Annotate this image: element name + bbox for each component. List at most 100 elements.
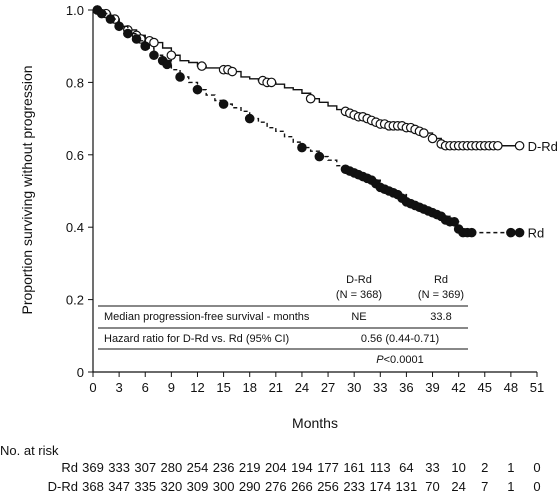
at-risk-count: 1	[507, 479, 514, 494]
censor-mark-rd	[192, 84, 203, 95]
series-end-label-d-rd: D-Rd	[528, 139, 557, 154]
at-risk-title: No. at risk	[0, 443, 59, 458]
censor-mark-d-rd	[197, 61, 207, 71]
censor-mark-d-rd	[419, 128, 429, 138]
x-tick-label: 45	[478, 380, 492, 395]
at-risk-count: 236	[213, 460, 235, 475]
at-risk-count: 177	[317, 460, 339, 475]
censor-mark-rd	[96, 8, 107, 19]
y-tick-label: 0.4	[66, 220, 84, 235]
x-tick-label: 12	[190, 380, 204, 395]
censor-mark-d-rd	[166, 50, 177, 61]
x-tick-label: 6	[142, 380, 149, 395]
inset-row1-rd: 33.8	[430, 311, 451, 323]
censor-mark-rd	[514, 227, 525, 238]
at-risk-count: 307	[134, 460, 156, 475]
censor-mark-d-rd	[514, 140, 525, 151]
x-tick-label: 30	[347, 380, 361, 395]
at-risk-count: 194	[291, 460, 313, 475]
at-risk-count: 10	[451, 460, 465, 475]
at-risk-count: 254	[187, 460, 209, 475]
at-risk-count: 320	[161, 479, 183, 494]
censor-mark-rd	[218, 99, 229, 109]
censor-mark-rd	[162, 59, 172, 70]
inset-row1-label: Median progression-free survival - month…	[104, 311, 310, 323]
y-tick-label: 0.2	[66, 293, 84, 308]
y-axis-title: Proportion surviving without progression	[19, 65, 35, 314]
censor-mark-rd	[297, 142, 307, 153]
inset-header-drd: D-Rd	[346, 274, 372, 286]
p-label: P	[376, 354, 384, 366]
x-tick-label: 27	[321, 380, 335, 395]
censor-mark-rd	[175, 72, 185, 82]
series-line-d-rd	[93, 9, 520, 147]
x-tick-label: 21	[269, 380, 283, 395]
inset-header-drd-n: (N = 368)	[336, 289, 382, 301]
at-risk-row-label: Rd	[61, 460, 78, 475]
inset-header-rd-n: (N = 369)	[418, 289, 464, 301]
at-risk-count: 309	[187, 479, 209, 494]
censor-mark-rd	[244, 113, 255, 124]
at-risk-count: 347	[108, 479, 130, 494]
at-risk-count: 7	[481, 479, 488, 494]
at-risk-count: 266	[291, 479, 313, 494]
x-axis-title: Months	[292, 415, 338, 431]
p-value: <0.0001	[384, 354, 424, 366]
x-tick-label: 33	[373, 380, 387, 395]
x-tick-label: 36	[399, 380, 413, 395]
inset-row2-value: 0.56 (0.44-0.71)	[361, 333, 439, 345]
y-tick-label: 0.6	[66, 148, 84, 163]
at-risk-count: 219	[239, 460, 261, 475]
at-risk-count: 33	[425, 460, 439, 475]
at-risk-count: 131	[396, 479, 418, 494]
y-tick-label: 0	[77, 365, 84, 380]
x-tick-label: 0	[89, 380, 96, 395]
censor-mark-d-rd	[266, 77, 277, 88]
series-end-label-rd: Rd	[528, 226, 545, 241]
at-risk-count: 256	[317, 479, 339, 494]
censor-mark-rd	[114, 21, 124, 32]
x-tick-label: 39	[425, 380, 439, 395]
x-tick-label: 24	[295, 380, 309, 395]
censor-mark-rd	[466, 227, 477, 238]
inset-p-value-line: P<0.0001	[376, 354, 423, 366]
axes	[92, 10, 537, 373]
at-risk-count: 369	[82, 460, 104, 475]
inset-header-rd: Rd	[434, 274, 448, 286]
at-risk-count: 233	[343, 479, 365, 494]
x-tick-label: 42	[451, 380, 465, 395]
x-tick-label: 18	[242, 380, 256, 395]
censor-mark-rd	[105, 14, 116, 24]
x-tick-label: 15	[216, 380, 230, 395]
at-risk-count: 161	[343, 460, 365, 475]
y-tick-label: 0.8	[66, 75, 84, 90]
censor-mark-d-rd	[149, 37, 159, 48]
inset-row1-drd: NE	[351, 311, 366, 323]
at-risk-count: 290	[239, 479, 261, 494]
at-risk-count: 204	[265, 460, 287, 475]
censor-mark-d-rd	[427, 133, 438, 144]
at-risk-table: No. at risk Rd 369 333 307 280 254 236 219 204 19…	[0, 443, 541, 494]
at-risk-count: 2	[481, 460, 488, 475]
inset-row2-label: Hazard ratio for D-Rd vs. Rd (95% CI)	[104, 333, 289, 345]
at-risk-count: 333	[108, 460, 130, 475]
at-risk-count: 368	[82, 479, 104, 494]
x-tick-label: 9	[168, 380, 175, 395]
y-axis-ticks: 0 0.2 0.4 0.6 0.8 1.0	[66, 3, 93, 380]
at-risk-count: 64	[399, 460, 413, 475]
censor-mark-d-rd	[493, 140, 503, 151]
at-risk-count: 276	[265, 479, 287, 494]
series-layer: D-Rd Rd	[92, 5, 557, 241]
x-tick-label: 3	[116, 380, 123, 395]
y-tick-label: 1.0	[66, 3, 84, 18]
at-risk-count: 0	[533, 479, 540, 494]
censor-mark-rd	[314, 151, 325, 162]
at-risk-row-label: D-Rd	[48, 479, 78, 494]
censor-mark-rd	[123, 28, 133, 39]
inset-summary-table: D-Rd (N = 368) Rd (N = 369) Median progr…	[98, 274, 468, 366]
at-risk-count: 113	[370, 460, 391, 475]
x-tick-label: 48	[504, 380, 518, 395]
at-risk-count: 300	[213, 479, 235, 494]
censor-mark-rd	[449, 216, 460, 227]
